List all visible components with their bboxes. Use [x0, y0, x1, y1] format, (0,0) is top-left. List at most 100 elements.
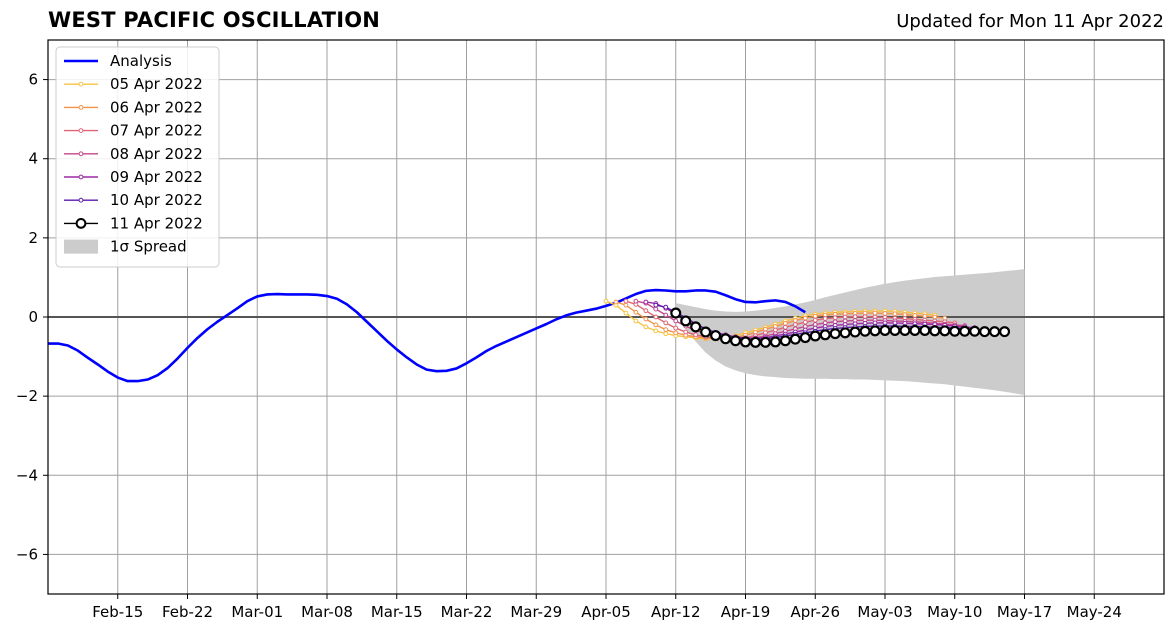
- legend-label: 05 Apr 2022: [110, 75, 203, 93]
- forecast-point: [799, 332, 811, 344]
- forecast-point: [643, 316, 649, 322]
- forecast-point: [663, 304, 669, 310]
- forecast-point: [782, 320, 788, 326]
- forecast-point: [789, 333, 801, 345]
- forecast-point: [603, 298, 609, 304]
- forecast-line: [625, 300, 955, 340]
- forecast-point: [949, 325, 961, 337]
- legend-marker: [75, 218, 87, 229]
- forecast-point: [909, 324, 921, 336]
- forecast-point: [759, 336, 771, 348]
- forecast-point: [633, 298, 639, 304]
- forecast-point: [700, 326, 712, 338]
- forecast-line: [615, 301, 945, 340]
- forecast-point: [730, 335, 742, 347]
- legend-marker: [78, 151, 84, 157]
- forecast-point: [922, 313, 928, 319]
- forecast-point: [899, 324, 911, 336]
- forecast-point: [653, 328, 659, 334]
- forecast-point: [812, 313, 818, 319]
- forecast-point: [892, 311, 898, 317]
- forecast-point: [633, 318, 639, 324]
- x-tick-label: May-17: [997, 603, 1052, 621]
- forecast-point: [829, 328, 841, 340]
- y-tick-label: −6: [16, 545, 38, 563]
- forecast-point: [792, 318, 798, 323]
- x-tick-label: Mar-15: [371, 603, 423, 621]
- forecast-point: [959, 325, 971, 337]
- forecast-point: [653, 314, 659, 320]
- forecast-point: [802, 319, 808, 325]
- x-tick-label: Mar-08: [301, 603, 353, 621]
- y-tick-label: 6: [28, 71, 38, 89]
- forecast-point: [673, 330, 679, 336]
- y-tick-label: −4: [16, 466, 38, 484]
- forecast-point: [663, 320, 669, 326]
- forecast-point: [819, 329, 831, 341]
- legend-label: 11 Apr 2022: [110, 214, 203, 232]
- x-tick-label: Apr-05: [581, 603, 631, 621]
- forecast-point: [839, 327, 851, 339]
- x-tick-label: May-10: [927, 603, 982, 621]
- forecast-point: [929, 325, 941, 337]
- x-tick-label: May-03: [857, 603, 912, 621]
- forecast-point: [673, 325, 679, 331]
- x-tick-label: Mar-29: [510, 603, 562, 621]
- forecast-point: [643, 299, 649, 305]
- y-tick-label: −2: [16, 387, 38, 405]
- forecast-point: [822, 316, 828, 321]
- chart-title: WEST PACIFIC OSCILLATION: [48, 8, 381, 32]
- legend-marker: [78, 81, 84, 87]
- legend-label: 08 Apr 2022: [110, 145, 203, 163]
- forecast-point: [673, 318, 679, 324]
- legend-label: 1σ Spread: [110, 238, 187, 256]
- legend-box: [55, 46, 220, 268]
- legend-label: 07 Apr 2022: [110, 122, 203, 140]
- forecast-point: [802, 315, 808, 321]
- y-tick-label: 2: [28, 229, 38, 247]
- forecast-point: [939, 325, 951, 337]
- forecast-point: [812, 317, 818, 323]
- x-tick-label: Mar-22: [441, 603, 493, 621]
- forecast-point: [852, 314, 858, 320]
- forecast-point: [643, 324, 649, 330]
- forecast-point: [623, 310, 629, 316]
- x-tick-label: May-24: [1067, 603, 1122, 621]
- updated-date: Updated for Mon 11 Apr 2022: [896, 11, 1164, 32]
- forecast-point: [869, 325, 881, 337]
- forecast-point: [623, 302, 629, 308]
- forecast-point: [849, 326, 861, 338]
- y-tick-label: 0: [28, 308, 38, 326]
- forecast-point: [792, 322, 798, 327]
- legend-swatch: [64, 239, 98, 254]
- legend-marker: [78, 105, 84, 110]
- forecast-point: [613, 299, 619, 305]
- x-tick-label: Apr-19: [721, 603, 771, 621]
- forecast-point: [710, 330, 722, 342]
- forecast-point: [663, 327, 669, 333]
- legend-marker: [78, 197, 84, 203]
- x-tick-label: Apr-12: [651, 603, 701, 621]
- forecast-point: [989, 326, 1001, 338]
- forecast-point: [782, 324, 788, 330]
- forecast-point: [832, 315, 838, 321]
- legend-label: 06 Apr 2022: [110, 98, 203, 116]
- forecast-point: [979, 326, 991, 338]
- forecast-point: [643, 308, 649, 314]
- forecast-point: [842, 314, 848, 320]
- legend-label: 10 Apr 2022: [110, 191, 203, 209]
- x-tick-label: Feb-22: [162, 603, 213, 621]
- forecast-point: [653, 302, 659, 308]
- forecast-point: [693, 332, 699, 338]
- forecast-point: [779, 335, 791, 347]
- forecast-point: [683, 329, 689, 335]
- forecast-point: [653, 306, 659, 312]
- forecast-point: [859, 325, 871, 337]
- forecast-point: [769, 336, 781, 348]
- forecast-line: [605, 300, 935, 340]
- forecast-point: [739, 336, 751, 348]
- legend-marker: [78, 128, 84, 134]
- forecast-point: [670, 307, 682, 319]
- forecast-point: [969, 325, 981, 337]
